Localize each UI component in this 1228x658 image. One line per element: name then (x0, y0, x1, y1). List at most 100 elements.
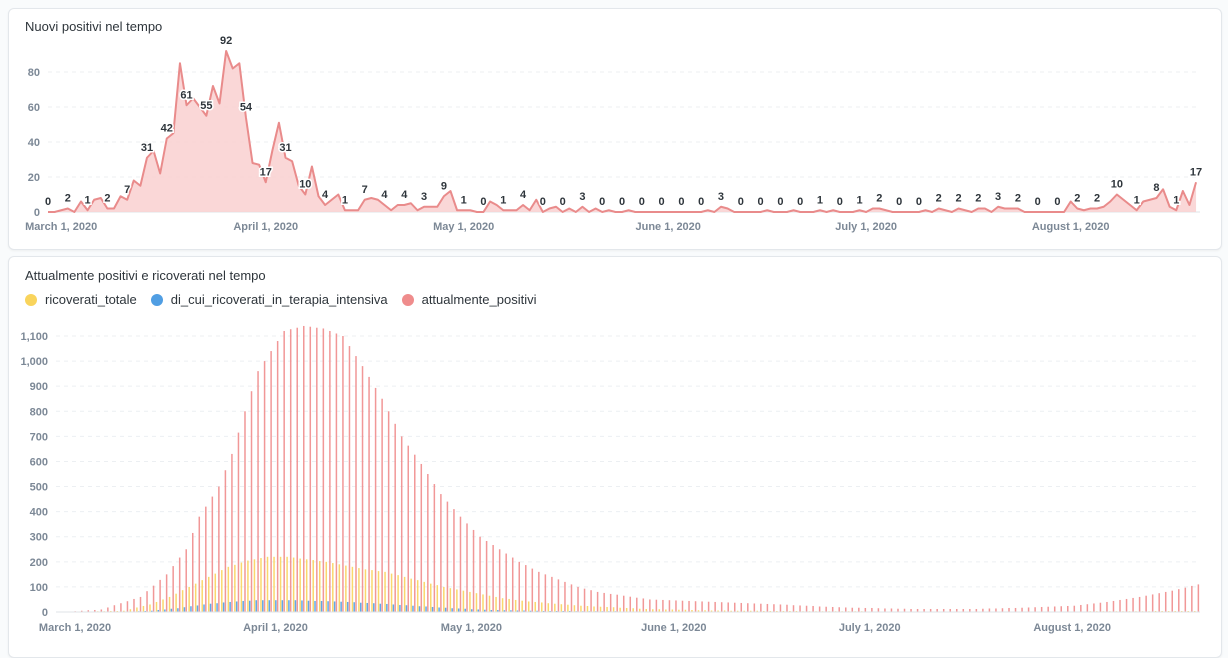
data-label: 1 (1134, 194, 1140, 206)
bar-attualmente-positivi (786, 605, 788, 612)
bar-attualmente-positivi (571, 584, 573, 612)
bar-attualmente-positivi (316, 328, 318, 612)
bar-ricoverati-totale (404, 577, 406, 612)
data-label: 3 (421, 191, 427, 203)
bar-ricoverati-totale (306, 559, 308, 612)
bar-attualmente-positivi (107, 607, 109, 612)
bar-ricoverati-totale (567, 605, 569, 612)
bar-ricoverati-totale (397, 575, 399, 612)
data-label: 0 (916, 196, 922, 208)
bar-attualmente-positivi (486, 541, 488, 612)
bar-ricoverati-totale (326, 562, 328, 612)
bar-attualmente-positivi (505, 554, 507, 612)
bar-di-cui-ricoverati-in-terapia-intensiva (458, 608, 460, 612)
data-label: 2 (936, 193, 942, 205)
bar-attualmente-positivi (499, 549, 501, 612)
bar-di-cui-ricoverati-in-terapia-intensiva (419, 606, 421, 612)
bar-ricoverati-totale (495, 597, 497, 612)
bar-attualmente-positivi (551, 577, 553, 612)
data-label: 0 (659, 196, 665, 208)
bar-attualmente-positivi (714, 602, 716, 612)
x-tick-label: April 1, 2020 (233, 221, 298, 233)
bar-attualmente-positivi (199, 517, 201, 612)
bar-di-cui-ricoverati-in-terapia-intensiva (321, 601, 323, 612)
data-label: 1 (817, 194, 823, 206)
bar-ricoverati-totale (632, 608, 634, 612)
bar-attualmente-positivi (1198, 584, 1200, 612)
bar-attualmente-positivi (701, 601, 703, 612)
data-label: 1 (461, 194, 467, 206)
bar-ricoverati-totale (384, 572, 386, 612)
bar-ricoverati-totale (541, 602, 543, 612)
data-label: 2 (1094, 193, 1100, 205)
bar-attualmente-positivi (368, 377, 370, 612)
bar-attualmente-positivi (669, 600, 671, 612)
bar-attualmente-positivi (734, 603, 736, 612)
bar-attualmente-positivi (1054, 606, 1056, 612)
bar-attualmente-positivi (349, 346, 351, 612)
bar-di-cui-ricoverati-in-terapia-intensiva (223, 602, 225, 612)
bar-di-cui-ricoverati-in-terapia-intensiva (438, 607, 440, 612)
bar-di-cui-ricoverati-in-terapia-intensiva (229, 602, 231, 612)
bar-attualmente-positivi (1132, 598, 1134, 612)
bar-attualmente-positivi (218, 487, 220, 612)
bar-attualmente-positivi (1178, 589, 1180, 612)
bar-ricoverati-totale (378, 571, 380, 612)
bar-attualmente-positivi (231, 454, 233, 612)
bar-ricoverati-totale (332, 563, 334, 612)
bar-ricoverati-totale (450, 588, 452, 612)
bar-attualmente-positivi (643, 598, 645, 612)
data-label: 2 (975, 193, 981, 205)
bar-ricoverati-totale (247, 561, 249, 612)
bar-di-cui-ricoverati-in-terapia-intensiva (353, 602, 355, 612)
bar-ricoverati-totale (580, 606, 582, 612)
data-label: 1 (856, 194, 862, 206)
bar-attualmente-positivi (329, 331, 331, 612)
bar-attualmente-positivi (688, 601, 690, 612)
data-label: 1 (1173, 194, 1179, 206)
bar-ricoverati-totale (136, 607, 138, 612)
bar-ricoverati-totale (515, 600, 517, 612)
bar-ricoverati-totale (606, 607, 608, 612)
bar-ricoverati-totale (548, 603, 550, 612)
bar-ricoverati-totale (456, 589, 458, 612)
bar-di-cui-ricoverati-in-terapia-intensiva (190, 606, 192, 612)
data-label: 0 (45, 196, 51, 208)
bar-attualmente-positivi (323, 328, 325, 612)
bar-di-cui-ricoverati-in-terapia-intensiva (314, 601, 316, 612)
y-tick-label: 80 (28, 67, 40, 79)
bar-attualmente-positivi (708, 602, 710, 612)
bar-di-cui-ricoverati-in-terapia-intensiva (275, 600, 277, 612)
bar-ricoverati-totale (143, 606, 145, 612)
bar-di-cui-ricoverati-in-terapia-intensiva (327, 601, 329, 612)
bar-attualmente-positivi (290, 329, 292, 612)
bar-ricoverati-totale (319, 561, 321, 612)
bar-attualmente-positivi (884, 608, 886, 612)
bar-attualmente-positivi (1126, 599, 1128, 612)
bar-di-cui-ricoverati-in-terapia-intensiva (301, 600, 303, 612)
data-label: 0 (1054, 196, 1060, 208)
bar-ricoverati-totale (162, 599, 164, 612)
bar-ricoverati-totale (482, 594, 484, 612)
bar-ricoverati-totale (339, 564, 341, 612)
x-tick-label: May 1, 2020 (441, 622, 502, 634)
bar-ricoverati-totale (241, 563, 243, 612)
x-tick-label: March 1, 2020 (39, 622, 111, 634)
bar-di-cui-ricoverati-in-terapia-intensiva (203, 604, 205, 612)
bar-attualmente-positivi (114, 605, 116, 612)
bar-ricoverati-totale (156, 602, 158, 612)
y-tick-label: 60 (28, 102, 40, 114)
bar-attualmente-positivi (806, 606, 808, 612)
data-label: 61 (180, 89, 192, 101)
x-tick-label: April 1, 2020 (243, 622, 308, 634)
bar-ricoverati-totale (508, 599, 510, 612)
bar-di-cui-ricoverati-in-terapia-intensiva (380, 604, 382, 612)
bar-attualmente-positivi (871, 608, 873, 612)
bar-attualmente-positivi (401, 436, 403, 612)
data-label: 0 (896, 196, 902, 208)
bar-attualmente-positivi (721, 602, 723, 612)
y-tick-label: 700 (30, 431, 48, 443)
bar-attualmente-positivi (205, 507, 207, 612)
y-tick-label: 40 (28, 137, 40, 149)
bar-attualmente-positivi (525, 565, 527, 612)
